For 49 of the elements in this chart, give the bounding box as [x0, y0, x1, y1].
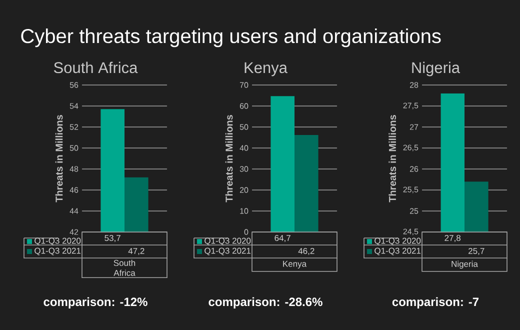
- data-label: 46,2: [298, 248, 314, 256]
- y-tick-label: 50: [70, 145, 78, 151]
- y-tick-label: 25: [410, 208, 418, 214]
- data-label: 27,8: [444, 234, 461, 242]
- y-axis-title: Threats in Millions: [225, 115, 233, 202]
- y-tick-label: 30: [240, 166, 248, 172]
- x-tick-label: Kenya: [244, 62, 288, 76]
- legend-label: Q1-Q3 2021: [34, 248, 81, 256]
- y-tick-label: 25,5: [403, 186, 418, 194]
- x-tick-label: South Africa: [54, 62, 138, 74]
- y-tick-label: 48: [70, 166, 78, 172]
- text: Cyber threats targeting users and organizations: [21, 28, 441, 48]
- data-label: 25,7: [468, 248, 484, 256]
- legend-label: Q1-Q3 2020: [374, 238, 421, 246]
- y-tick-label: 42: [70, 229, 78, 235]
- y-tick-label: 46: [70, 187, 78, 193]
- y-tick-label: 10: [240, 208, 248, 214]
- legend-label: Q1-Q3 2020: [204, 238, 251, 246]
- y-axis-title: Threats in Millions: [388, 115, 396, 202]
- y-tick-label: 54: [70, 103, 78, 109]
- y-tick-label: 70: [240, 82, 248, 88]
- y-tick-label: 44: [70, 208, 78, 214]
- y-tick-label: 40: [240, 145, 248, 151]
- text: Kenya: [283, 260, 307, 268]
- y-tick-label: 56: [70, 82, 78, 88]
- text: comparison: -12%: [44, 297, 148, 308]
- legend-label: Q1-Q3 2020: [34, 238, 81, 246]
- y-tick-label: 27,5: [403, 102, 418, 110]
- y-tick-label: 24,5: [403, 228, 418, 236]
- y-tick-label: 50: [240, 124, 248, 130]
- data-label: 64,7: [274, 234, 290, 242]
- y-tick-label: 60: [240, 103, 248, 109]
- text: Nigeria: [452, 260, 478, 269]
- legend-label: Q1-Q3 2021: [374, 248, 421, 256]
- x-tick-label: Nigeria: [412, 62, 460, 76]
- data-label: 53,7: [104, 234, 120, 242]
- y-tick-label: 26: [410, 166, 418, 172]
- y-tick-label: 0: [244, 229, 248, 235]
- y-tick-label: 20: [240, 187, 248, 193]
- text: South Africa: [114, 260, 136, 276]
- y-tick-label: 27: [410, 124, 418, 130]
- y-axis-title: Threats in Millions: [55, 115, 63, 202]
- text: comparison: -28.6%: [208, 297, 322, 308]
- y-tick-label: 26,5: [403, 144, 418, 152]
- y-tick-label: 28: [410, 82, 418, 88]
- text: comparison: -7: [392, 297, 479, 308]
- y-tick-label: 52: [70, 124, 78, 130]
- legend-label: Q1-Q3 2021: [204, 248, 251, 256]
- data-label: 47,2: [128, 248, 144, 256]
